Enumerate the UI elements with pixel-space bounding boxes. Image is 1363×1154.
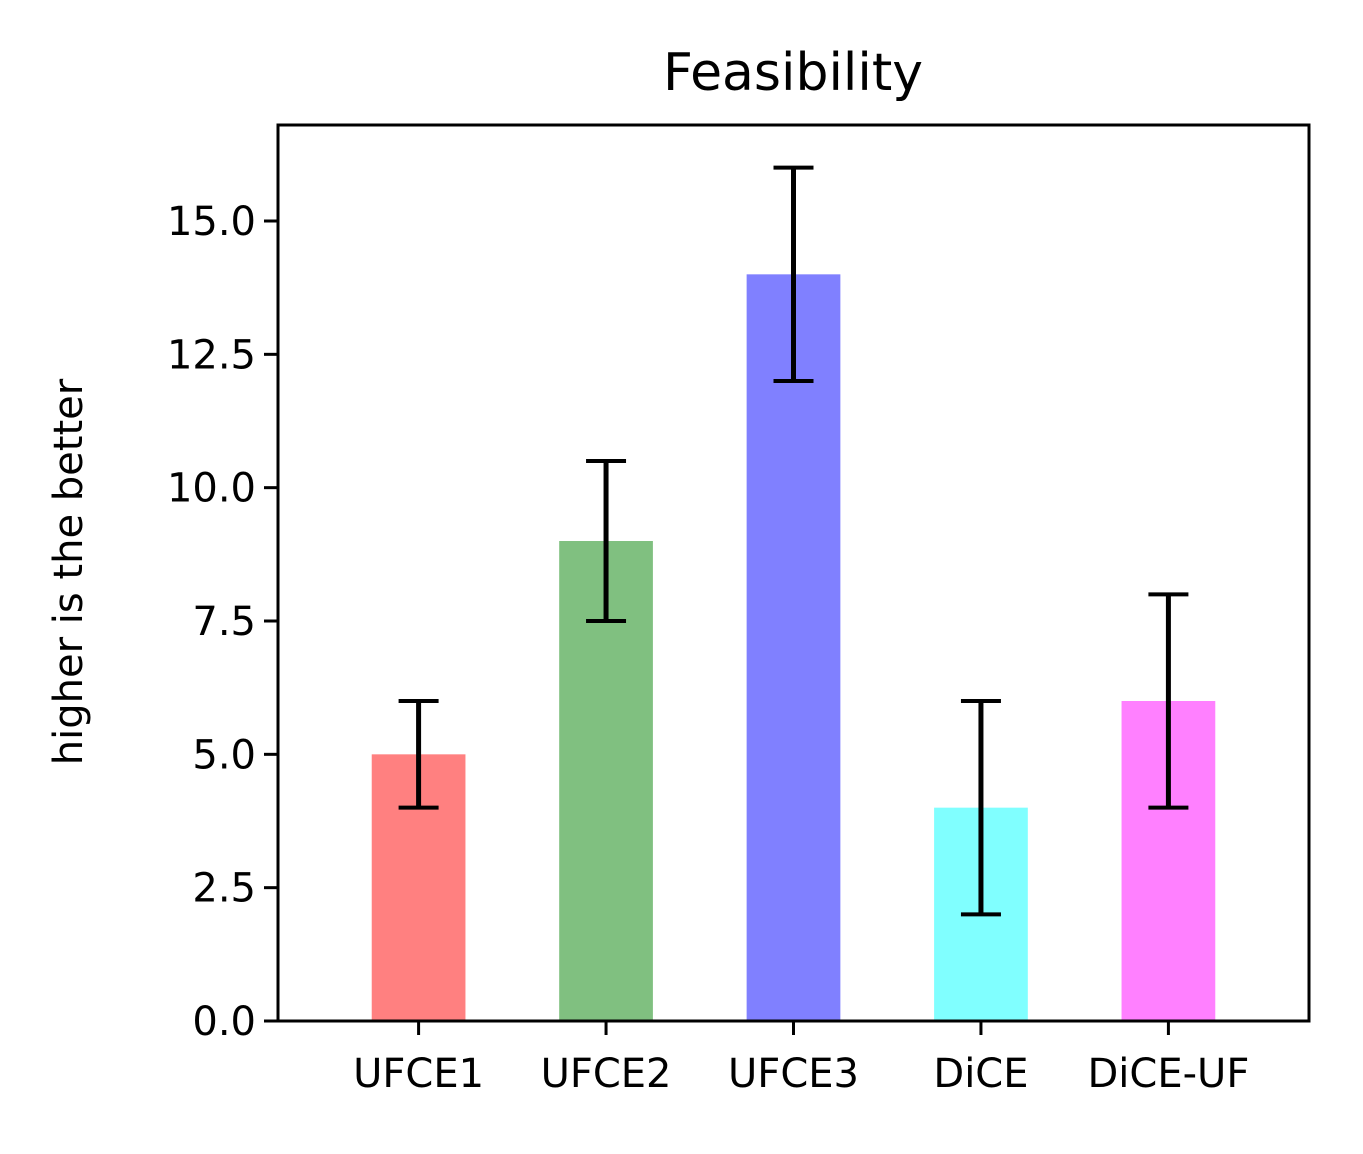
x-tick-label: DiCE-UF [1087,1051,1249,1097]
error-bar-dice [960,699,1001,917]
y-tick-label: 7.5 [192,599,256,645]
y-tick-label: 10.0 [167,466,256,512]
error-bar-ufce2 [586,459,627,623]
y-tick-label: 12.5 [167,332,256,378]
x-axis: UFCE1 UFCE2 UFCE3 DiCE DiCE-UF [353,1021,1249,1097]
y-axis-label: higher is the better [46,378,92,765]
x-tick-label: UFCE2 [541,1051,672,1097]
x-tick-label: UFCE1 [353,1051,484,1097]
bars-group [371,274,1216,1021]
chart-title: Feasibility [663,43,923,103]
y-axis: 0.0 2.5 5.0 7.5 10.0 12.5 15.0 [167,199,278,1045]
error-bar-ufce3 [773,165,814,383]
y-tick-label: 0.0 [192,999,256,1045]
x-tick-label: DiCE [933,1051,1028,1097]
plot-frame [276,123,1311,1023]
y-tick-label: 5.0 [192,732,256,778]
error-bar-ufce1 [398,699,439,810]
error-bar-dice-uf [1148,592,1189,810]
y-tick-label: 15.0 [167,199,256,245]
error-bars-group [398,165,1189,917]
bar-ufce3 [746,274,841,1021]
x-tick-label: UFCE3 [728,1051,859,1097]
y-tick-label: 2.5 [192,866,256,912]
